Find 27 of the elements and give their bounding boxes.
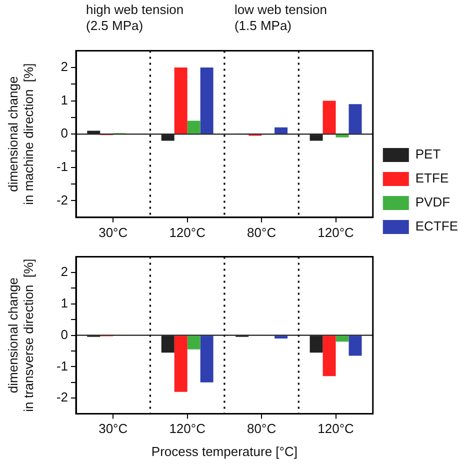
y-tick-label: 2 bbox=[60, 264, 68, 280]
legend-label: PET bbox=[415, 146, 441, 162]
y-tick-label: -2 bbox=[56, 192, 68, 208]
text: low web tension (1.5 MPa) bbox=[234, 2, 327, 34]
x-tick-label: 120°C bbox=[318, 224, 354, 240]
y-tick-label: 0 bbox=[60, 326, 68, 342]
y-tick-label: -1 bbox=[56, 159, 68, 174]
y-axis-title: dimensional change in machine direction [%] bbox=[5, 63, 36, 205]
x-tick-label: 80°C bbox=[247, 421, 276, 436]
y-tick-label: -1 bbox=[56, 358, 68, 374]
x-tick-label: 120°C bbox=[169, 421, 206, 436]
x-axis-title: Process temperature [°C] bbox=[151, 444, 298, 459]
text: high web tension (2.5 MPa) bbox=[86, 2, 184, 34]
x-tick-label: 30°C bbox=[98, 224, 128, 240]
y-axis-title: dimensional change in transverse direction [%] bbox=[5, 258, 36, 412]
x-tick-label: 30°C bbox=[98, 421, 128, 436]
y-tick-label: 1 bbox=[60, 295, 68, 310]
x-tick-label: 120°C bbox=[169, 224, 206, 240]
legend-label: PVDF bbox=[415, 194, 450, 210]
x-tick-label: 120°C bbox=[318, 421, 354, 436]
y-tick-label: 2 bbox=[60, 59, 68, 74]
x-tick-label: 80°C bbox=[247, 224, 276, 240]
y-tick-label: 1 bbox=[60, 92, 68, 108]
legend-label: ETFE bbox=[415, 170, 449, 186]
legend-label: ECTFE bbox=[415, 218, 458, 234]
y-tick-label: 0 bbox=[60, 126, 68, 141]
y-tick-label: -2 bbox=[56, 390, 68, 405]
